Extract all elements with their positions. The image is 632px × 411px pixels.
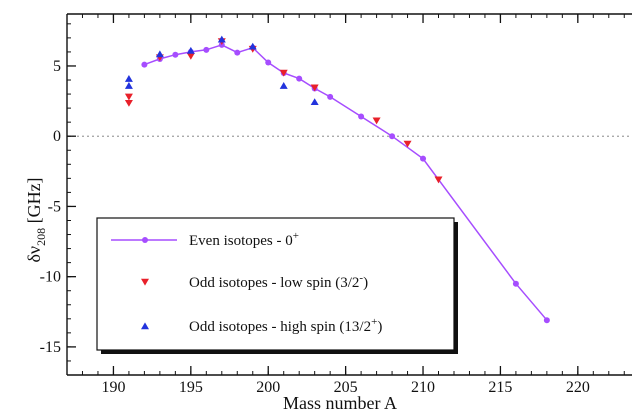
- y-axis-label: δν208 [GHz]: [24, 177, 48, 262]
- legend-marker-2: [141, 322, 149, 330]
- data-point-series-1: [186, 52, 195, 60]
- data-point-series-2: [155, 50, 164, 58]
- legend: Even isotopes - 0+ Odd isotopes - low spi…: [96, 217, 458, 354]
- legend-box: [96, 217, 455, 351]
- data-point-series-2: [217, 35, 226, 43]
- data-point-series-1: [310, 84, 319, 92]
- x-tick-label: 205: [334, 379, 358, 396]
- y-tick-label: -10: [40, 269, 61, 286]
- legend-marker-1: [141, 278, 149, 286]
- data-point-series-1: [279, 69, 288, 77]
- data-point-series-0: [203, 46, 210, 53]
- axis-ticks: 190 195 200 205 210 215 220 5 0 -5 -10 -15: [40, 14, 625, 396]
- y-tick-label: 5: [53, 58, 61, 75]
- data-point-series-2: [279, 82, 288, 89]
- data-point-series-0: [420, 155, 427, 162]
- y-axis-label-sub: 208: [34, 228, 48, 246]
- x-tick-label: 190: [101, 379, 125, 396]
- data-point-series-0: [234, 49, 241, 56]
- data-point-series-2: [310, 98, 319, 105]
- data-points: [124, 35, 550, 324]
- data-point-series-0: [327, 93, 334, 100]
- x-tick-label: 200: [256, 379, 280, 396]
- y-tick-label: -5: [48, 198, 61, 215]
- data-point-series-2: [248, 42, 257, 50]
- x-tick-label: 195: [179, 379, 203, 396]
- y-axis-label-main: δν: [24, 246, 44, 263]
- data-point-series-2: [124, 82, 133, 89]
- data-point-series-2: [186, 46, 195, 54]
- data-point-series-0: [389, 133, 396, 140]
- data-point-series-0: [358, 113, 365, 120]
- data-point-series-0: [265, 59, 272, 66]
- data-point-series-1: [434, 176, 443, 184]
- x-tick-label: 215: [488, 379, 512, 396]
- legend-marker-0: [142, 237, 148, 243]
- x-tick-label: 220: [566, 379, 590, 396]
- data-point-series-1: [372, 117, 381, 125]
- y-tick-label: -15: [40, 339, 61, 356]
- data-point-series-1: [124, 99, 133, 107]
- x-axis-label: Mass number A: [283, 393, 397, 411]
- data-point-series-0: [543, 317, 550, 324]
- data-point-series-0: [172, 51, 179, 58]
- plot-frame: [66, 13, 632, 376]
- legend-label-0: Even isotopes - 0+: [189, 230, 299, 249]
- legend-label-2: Odd isotopes - high spin (13/2+): [189, 316, 382, 335]
- legend-label-1: Odd isotopes - low spin (3/2-): [189, 272, 368, 291]
- data-point-series-1: [403, 140, 412, 148]
- data-point-series-0: [141, 61, 148, 68]
- data-point-series-0: [512, 280, 519, 287]
- data-point-series-1: [124, 93, 133, 101]
- x-tick-label: 210: [411, 379, 435, 396]
- data-point-series-2: [124, 75, 133, 82]
- y-tick-label: 0: [53, 128, 61, 145]
- y-axis-label-unit: [GHz]: [24, 177, 44, 227]
- data-point-series-0: [296, 75, 303, 82]
